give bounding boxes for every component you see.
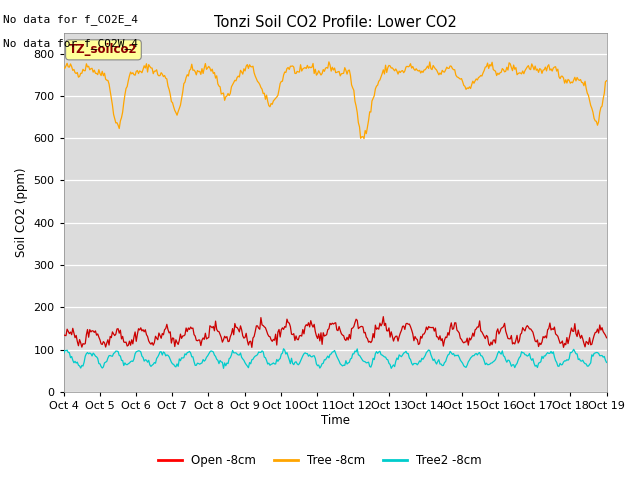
Text: TZ_soilco2: TZ_soilco2 xyxy=(69,43,138,56)
Legend: Open -8cm, Tree -8cm, Tree2 -8cm: Open -8cm, Tree -8cm, Tree2 -8cm xyxy=(154,449,486,472)
Y-axis label: Soil CO2 (ppm): Soil CO2 (ppm) xyxy=(15,168,28,257)
Text: No data for f_CO2E_4: No data for f_CO2E_4 xyxy=(3,14,138,25)
Title: Tonzi Soil CO2 Profile: Lower CO2: Tonzi Soil CO2 Profile: Lower CO2 xyxy=(214,15,456,30)
Text: No data for f_CO2W_4: No data for f_CO2W_4 xyxy=(3,38,138,49)
X-axis label: Time: Time xyxy=(321,414,349,427)
